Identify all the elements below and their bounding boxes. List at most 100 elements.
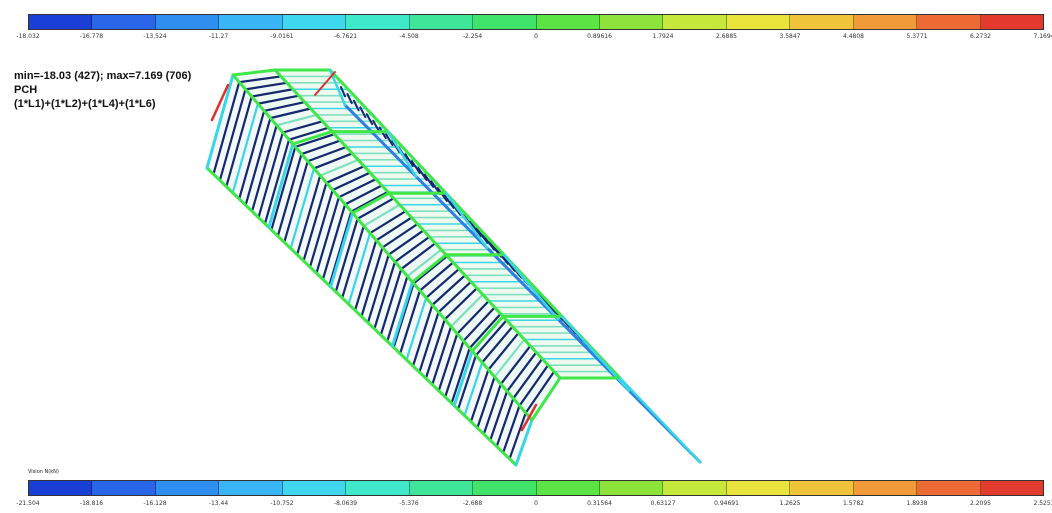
legend-color-segment (155, 481, 220, 495)
roof-member (368, 210, 407, 235)
roof-member (425, 267, 461, 299)
frame-rafter (291, 130, 334, 146)
roof-member (306, 145, 348, 163)
wall-member (353, 239, 378, 312)
left-roof-panel (233, 70, 560, 420)
wall-member (250, 124, 278, 213)
legend-tick-label: -5.376 (399, 500, 419, 507)
legend-tick-label: 0.94691 (714, 500, 739, 507)
wall-member (328, 210, 353, 287)
roof-member (275, 113, 318, 127)
legend-tick-label: -6.7621 (333, 33, 358, 40)
structure-members (205, 68, 702, 467)
roof-member (375, 216, 413, 242)
right-roof-member (404, 153, 414, 168)
roof-member (244, 81, 288, 91)
legend-color-segment (409, 15, 474, 29)
wall-member (502, 404, 521, 454)
roof-member (512, 357, 544, 400)
roof-member (412, 254, 449, 285)
roof-member (400, 242, 437, 271)
right-roof-member (449, 200, 462, 216)
wall-member (276, 152, 303, 238)
legend-color-segment (536, 15, 600, 29)
roof-member (487, 331, 520, 371)
bottom-color-legend (28, 480, 1044, 496)
legend-tick-label: 3.5847 (779, 33, 801, 40)
legend-color-segment (346, 15, 410, 29)
wall-member (283, 160, 309, 244)
legend-tick-label: 1.8938 (906, 500, 928, 507)
wall-member (244, 117, 272, 207)
frame-post (329, 211, 355, 289)
legend-tick-label: -2.688 (462, 500, 483, 507)
legend-color-segment (917, 481, 981, 495)
legend-color-segment (29, 481, 93, 495)
wall-member (238, 109, 266, 201)
wall-member (347, 232, 372, 306)
top-legend-ticks: -18.032 -16.778 -13.524 -11.27 -9.0161 -6.762… (0, 33, 1052, 45)
roof-member (499, 344, 532, 386)
roof-member (443, 287, 478, 321)
wall-member (373, 260, 397, 330)
legend-tick-label: -4.508 (399, 33, 419, 40)
legend-tick-label: 0.63127 (650, 500, 676, 507)
right-roof-member (468, 220, 482, 237)
legend-tick-label: 0.31564 (587, 500, 612, 507)
legend-color-segment (29, 15, 93, 29)
longitudinal-beam (205, 166, 518, 467)
wall-member (212, 81, 241, 176)
wall-member (334, 217, 359, 293)
roof-member (256, 94, 300, 105)
legend-color-segment (219, 15, 283, 29)
legend-tick-label: -10.752 (270, 500, 294, 507)
legend-color-segment (599, 15, 664, 29)
roof-member (238, 75, 283, 84)
wall-member (308, 188, 334, 269)
right-roof-member (372, 119, 380, 133)
min-max-label: min=-18.03 (427); max=7.169 (706) (14, 70, 192, 82)
wall-member (508, 411, 527, 460)
bracing-red (314, 71, 336, 96)
bracing-red (520, 403, 538, 432)
legend-color-segment (853, 15, 918, 29)
legend-color-segment (663, 481, 727, 495)
roof-member (325, 165, 366, 184)
bottom-legend-ticks: -21.504 -18.816 -16.128 -13.44 -10.752 -8.063… (0, 500, 1052, 512)
legend-tick-label: -2.254 (462, 33, 483, 40)
legend-tick-label: 4.4808 (843, 33, 864, 40)
wall-member (302, 181, 328, 262)
legend-tick-label: 1.5782 (843, 500, 864, 507)
frame-rafter (470, 314, 505, 353)
roof-member (350, 190, 389, 213)
legend-tick-label: 0.89616 (587, 33, 612, 40)
wall-member (418, 311, 440, 374)
roof-member (524, 370, 556, 414)
wall-member (360, 246, 384, 318)
wall-member (289, 167, 316, 250)
wall-member (263, 138, 291, 225)
roof-member (337, 177, 378, 199)
right-roof-member (423, 173, 435, 188)
frame-post (514, 418, 534, 467)
wall-member (341, 224, 365, 300)
legend-tick-label: 2.6885 (716, 33, 737, 40)
legend-color-segment (282, 481, 347, 495)
roof-member (456, 299, 490, 335)
roof-member (493, 338, 526, 378)
wall-member (392, 282, 415, 349)
roof-member (294, 133, 336, 148)
wall-member (476, 375, 496, 429)
longitudinal-beam (273, 68, 562, 380)
legend-tick-label: 6.2732 (970, 33, 991, 40)
frame-rafter (351, 191, 391, 215)
legend-color-segment (980, 15, 1043, 29)
frame-rafter-right (502, 253, 560, 321)
roof-member (393, 235, 431, 263)
load-combination-label: (1*L1)+(1*L2)+(1*L4)+(1*L6) (14, 98, 156, 110)
wall-member (431, 325, 453, 386)
wall-member (405, 296, 428, 361)
frame-rafter-right (444, 191, 489, 250)
legend-tick-label: -16.128 (143, 500, 167, 507)
